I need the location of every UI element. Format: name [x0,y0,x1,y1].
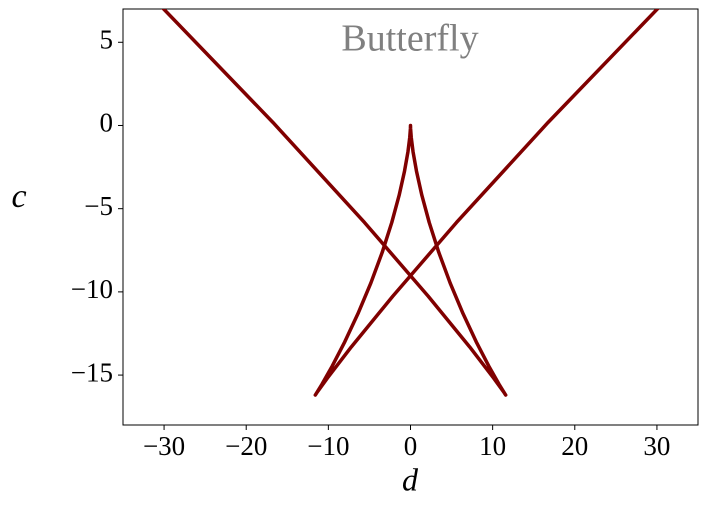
y-tick-label: −10 [71,274,113,304]
x-tick-label: 10 [479,431,506,461]
chart-title: Butterfly [341,18,478,60]
x-tick-label: −30 [143,431,185,461]
y-tick-label: 5 [100,24,114,54]
y-tick-label: 0 [100,108,114,138]
x-tick-label: 30 [643,431,670,461]
x-tick-label: −20 [225,431,267,461]
x-tick-label: −10 [307,431,349,461]
x-axis-label: d [402,461,419,497]
y-tick-label: −15 [71,357,113,387]
curve [161,9,660,397]
plot-frame [122,8,699,426]
x-tick-label: 0 [404,431,418,461]
x-tick-label: 20 [561,431,588,461]
y-tick-label: −5 [84,191,113,221]
y-axis-label: c [11,178,26,215]
